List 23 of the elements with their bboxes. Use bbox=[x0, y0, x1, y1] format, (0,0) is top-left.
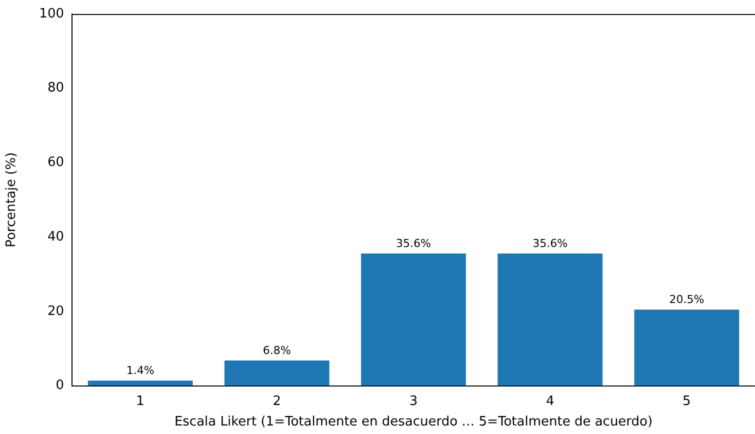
data-label: 20.5% bbox=[669, 292, 704, 306]
bar bbox=[224, 360, 330, 386]
y-tick-label: 0 bbox=[56, 378, 64, 394]
data-label: 35.6% bbox=[396, 236, 431, 250]
x-tick-label: 4 bbox=[546, 394, 554, 409]
y-tick-label: 100 bbox=[39, 6, 64, 22]
y-axis-title: Porcentaje (%) bbox=[4, 152, 20, 248]
data-label: 6.8% bbox=[262, 344, 291, 357]
data-label: 35.6% bbox=[532, 236, 568, 250]
x-tick-label: 5 bbox=[682, 394, 691, 409]
y-tick-label: 40 bbox=[47, 229, 64, 244]
y-tick-label: 60 bbox=[47, 155, 64, 170]
x-tick-label: 3 bbox=[409, 394, 418, 409]
y-tick-label: 80 bbox=[47, 80, 64, 96]
bar bbox=[634, 310, 740, 386]
x-axis-title: Escala Likert (1=Totalmente en desacuerdo … 5=Totalmente de acuerdo) bbox=[174, 414, 653, 430]
x-tick-label: 2 bbox=[272, 394, 282, 409]
data-label: 1.4% bbox=[126, 364, 154, 377]
bar bbox=[88, 380, 193, 386]
bar bbox=[498, 253, 603, 386]
x-tick-label: 1 bbox=[136, 394, 144, 409]
bar bbox=[361, 253, 466, 386]
y-tick-label: 20 bbox=[47, 304, 64, 319]
